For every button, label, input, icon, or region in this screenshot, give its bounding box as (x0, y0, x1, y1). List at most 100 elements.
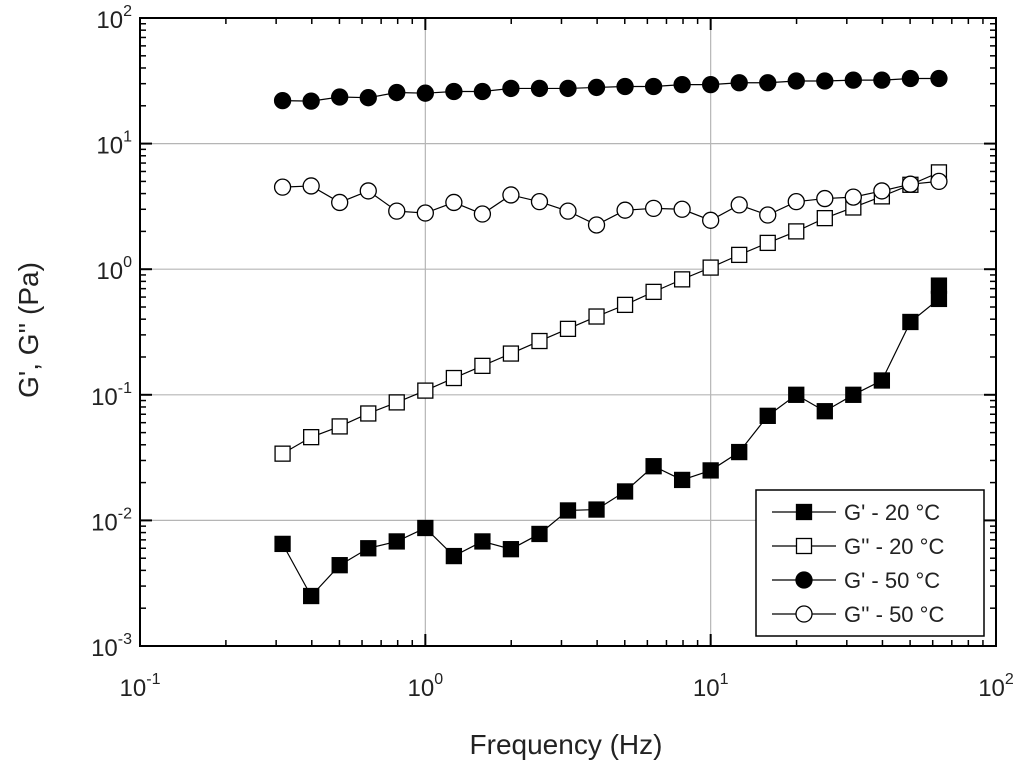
data-point (587, 216, 606, 234)
data-point (673, 271, 691, 288)
data-point (359, 182, 377, 200)
data-point (616, 296, 634, 314)
data-point (502, 186, 520, 204)
series-line (282, 180, 940, 226)
data-point (816, 403, 833, 420)
data-point (787, 192, 805, 211)
data-point (616, 77, 634, 96)
data-point (445, 82, 463, 101)
x-axis-title: Frequency (Hz) (470, 729, 663, 760)
legend-label: G' - 20 °C (844, 500, 940, 525)
series-line (282, 171, 940, 455)
data-point (531, 525, 548, 543)
data-point (473, 205, 492, 223)
data-point (702, 259, 719, 276)
data-point (930, 277, 948, 294)
x-tick-label: 10-1 (120, 671, 161, 702)
x-tick-label: 102 (978, 671, 1014, 702)
data-point (759, 206, 777, 224)
data-point (873, 71, 891, 89)
data-point (302, 92, 320, 110)
y-tick-label: 100 (96, 254, 132, 285)
data-point (531, 332, 548, 350)
data-point (274, 535, 291, 553)
data-point (787, 72, 805, 90)
plot-frame (139, 17, 997, 647)
data-point (644, 199, 663, 218)
data-point (388, 202, 406, 220)
data-point (588, 501, 605, 518)
x-tick-label: 101 (693, 671, 729, 702)
data-point (844, 188, 862, 206)
data-point (845, 386, 862, 403)
data-point (588, 308, 605, 325)
data-point (644, 77, 663, 96)
data-point (930, 69, 948, 88)
legend-label: G' - 50 °C (844, 568, 940, 593)
series-1 (274, 277, 948, 605)
data-point (730, 196, 748, 214)
x-tick-label: 100 (408, 671, 444, 702)
data-point (559, 320, 577, 338)
data-point (902, 313, 919, 331)
data-point (474, 357, 491, 375)
data-point (702, 462, 719, 479)
data-point (645, 283, 662, 301)
data-point (587, 78, 606, 97)
data-point (816, 189, 834, 208)
data-point (873, 182, 891, 200)
data-point (901, 175, 920, 193)
data-point (759, 234, 776, 252)
data-point (502, 345, 520, 362)
data-point (559, 502, 577, 519)
data-point (388, 394, 405, 411)
series-3 (273, 69, 948, 110)
data-point (901, 69, 920, 88)
data-point (673, 75, 691, 94)
data-point (731, 443, 748, 461)
data-point (759, 74, 777, 92)
y-tick-label: 10-1 (91, 380, 132, 411)
data-series (273, 69, 948, 605)
data-point (559, 202, 577, 220)
data-point (788, 223, 805, 240)
data-point (673, 471, 691, 489)
data-point (645, 458, 662, 475)
data-point (302, 177, 320, 195)
y-tick-label: 102 (96, 3, 132, 34)
data-point (416, 84, 434, 102)
data-point (844, 71, 862, 89)
data-point (273, 178, 292, 196)
data-point (303, 587, 320, 605)
data-point (274, 445, 291, 462)
data-point (816, 72, 834, 90)
data-point (702, 75, 720, 94)
data-point (559, 79, 577, 98)
data-point (417, 382, 434, 399)
data-point (360, 540, 377, 557)
data-point (702, 211, 720, 229)
data-point (388, 533, 405, 550)
data-point (502, 79, 520, 98)
data-point (673, 200, 691, 218)
data-point (759, 407, 776, 424)
data-point (502, 541, 520, 558)
data-point (473, 82, 492, 101)
data-point (417, 519, 434, 537)
series-2 (274, 164, 948, 462)
data-point (873, 372, 891, 389)
legend-box (755, 489, 985, 637)
data-point (416, 204, 434, 222)
data-point (730, 74, 748, 92)
data-point (445, 193, 463, 212)
data-point (331, 557, 348, 574)
y-tick-label: 101 (96, 129, 132, 160)
data-point (359, 89, 377, 107)
y-tick-label: 10-3 (91, 631, 132, 662)
data-point (331, 88, 349, 106)
data-point (930, 172, 948, 191)
data-point (303, 429, 320, 446)
data-point (616, 201, 634, 219)
legend-marker (795, 537, 813, 555)
